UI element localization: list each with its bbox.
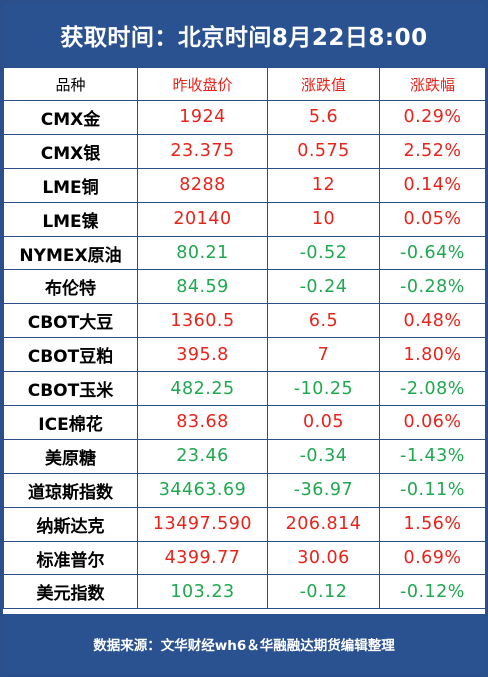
change-pct-value: 1.80%: [379, 337, 486, 373]
table-header-row: 品种 昨收盘价 涨跌值 涨跌幅: [3, 67, 486, 101]
column-header-change: 涨跌值: [267, 67, 380, 101]
prev-close-value: 8288: [137, 167, 268, 203]
change-value: -0.34: [267, 438, 380, 474]
change-pct-value: 0.29%: [379, 100, 486, 135]
prev-close-value: 4399.77: [137, 540, 268, 576]
source-footer: 数据来源：文华财经wh6＆华融融达期货编辑整理: [3, 614, 485, 674]
prev-close-value: 83.68: [137, 405, 268, 440]
quotes-table: 品种 昨收盘价 涨跌值 涨跌幅 CMX金 1924 5.6 0.29% CMX银 23.3…: [3, 67, 486, 610]
commodity-name: CMX银: [3, 133, 138, 169]
table-row: CBOT玉米 482.25 -10.25 -2.08%: [3, 371, 486, 407]
column-header-pct: 涨跌幅: [379, 67, 486, 101]
commodity-name: LME镍: [3, 201, 138, 237]
table-row: 标准普尔 4399.77 30.06 0.69%: [3, 540, 486, 576]
change-value: -0.24: [267, 269, 380, 305]
change-pct-value: 0.05%: [379, 201, 486, 237]
commodity-name: 道琼斯指数: [3, 472, 138, 508]
change-value: 12: [267, 167, 380, 203]
change-value: -0.52: [267, 235, 380, 271]
commodity-name: 布伦特: [3, 269, 138, 305]
change-pct-value: 0.14%: [379, 167, 486, 203]
change-value: 7: [267, 337, 380, 373]
table-row: 布伦特 84.59 -0.24 -0.28%: [3, 269, 486, 305]
prev-close-value: 1924: [137, 100, 268, 135]
table-row: LME镍 20140 10 0.05%: [3, 201, 486, 237]
commodity-name: 美原糖: [3, 438, 138, 474]
prev-close-value: 84.59: [137, 269, 268, 305]
commodity-name: CMX金: [3, 100, 138, 135]
change-pct-value: -0.28%: [379, 269, 486, 305]
change-pct-value: 0.48%: [379, 303, 486, 339]
commodity-name: 美元指数: [3, 574, 138, 610]
table-row: CBOT大豆 1360.5 6.5 0.48%: [3, 303, 486, 339]
table-row: 美元指数 103.23 -0.12 -0.12%: [3, 574, 486, 610]
prev-close-value: 395.8: [137, 337, 268, 373]
table-row: 道琼斯指数 34463.69 -36.97 -0.11%: [3, 472, 486, 508]
prev-close-value: 13497.590: [137, 506, 268, 542]
change-value: 206.814: [267, 506, 380, 542]
table-row: NYMEX原油 80.21 -0.52 -0.64%: [3, 235, 486, 271]
commodity-name: 标准普尔: [3, 540, 138, 576]
change-pct-value: 0.69%: [379, 540, 486, 576]
commodity-name: CBOT大豆: [3, 303, 138, 339]
prev-close-value: 23.375: [137, 133, 268, 169]
commodity-name: ICE棉花: [3, 405, 138, 440]
change-pct-value: 0.06%: [379, 405, 486, 440]
change-value: -0.12: [267, 574, 380, 610]
prev-close-value: 20140: [137, 201, 268, 237]
prev-close-value: 1360.5: [137, 303, 268, 339]
page-title: 获取时间：北京时间8月22日8:00: [3, 3, 485, 67]
change-value: -36.97: [267, 472, 380, 508]
change-pct-value: -1.43%: [379, 438, 486, 474]
change-value: 10: [267, 201, 380, 237]
change-pct-value: -0.11%: [379, 472, 486, 508]
change-value: 0.05: [267, 405, 380, 440]
commodity-name: NYMEX原油: [3, 235, 138, 271]
change-pct-value: -2.08%: [379, 371, 486, 407]
change-pct-value: 1.56%: [379, 506, 486, 542]
prev-close-value: 34463.69: [137, 472, 268, 508]
prev-close-value: 103.23: [137, 574, 268, 610]
prev-close-value: 80.21: [137, 235, 268, 271]
table-row: 纳斯达克 13497.590 206.814 1.56%: [3, 506, 486, 542]
change-value: 0.575: [267, 133, 380, 169]
prev-close-value: 23.46: [137, 438, 268, 474]
table-row: ICE棉花 83.68 0.05 0.06%: [3, 405, 486, 440]
commodity-name: CBOT玉米: [3, 371, 138, 407]
change-pct-value: -0.12%: [379, 574, 486, 610]
commodity-name: CBOT豆粕: [3, 337, 138, 373]
table-row: CBOT豆粕 395.8 7 1.80%: [3, 337, 486, 373]
commodity-name: 纳斯达克: [3, 506, 138, 542]
column-header-close: 昨收盘价: [137, 67, 268, 101]
change-value: 5.6: [267, 100, 380, 135]
change-value: 30.06: [267, 540, 380, 576]
table-row: LME铜 8288 12 0.14%: [3, 167, 486, 203]
column-header-name: 品种: [3, 67, 138, 101]
prev-close-value: 482.25: [137, 371, 268, 407]
change-value: -10.25: [267, 371, 380, 407]
change-pct-value: 2.52%: [379, 133, 486, 169]
change-value: 6.5: [267, 303, 380, 339]
commodity-name: LME铜: [3, 167, 138, 203]
change-pct-value: -0.64%: [379, 235, 486, 271]
table-row: 美原糖 23.46 -0.34 -1.43%: [3, 438, 486, 474]
table-row: CMX金 1924 5.6 0.29%: [3, 100, 486, 135]
table-row: CMX银 23.375 0.575 2.52%: [3, 133, 486, 169]
